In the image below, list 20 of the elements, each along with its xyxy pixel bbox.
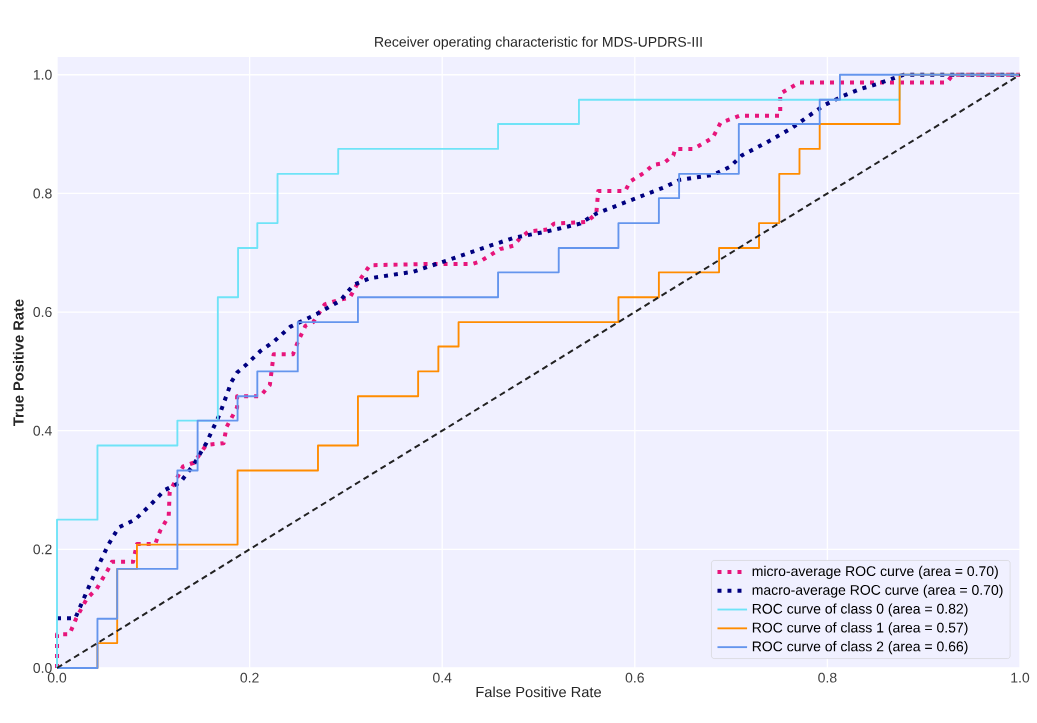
y-tick-label: 0.0 [33, 663, 52, 673]
y-tick-label: 0.8 [33, 188, 52, 199]
legend-label: ROC curve of class 0 (area = 0.82) [752, 603, 968, 617]
x-tick-label: 0.4 [433, 672, 452, 683]
x-tick-label: 0.2 [240, 672, 259, 683]
y-tick-label: 0.4 [33, 425, 52, 436]
x-axis-title: False Positive Rate [476, 686, 602, 698]
x-tick-label: 0.8 [818, 672, 837, 683]
legend-label: ROC curve of class 1 (area = 0.57) [752, 622, 968, 636]
x-tick-label: 0.0 [47, 672, 67, 683]
legend-label: micro-average ROC curve (area = 0.70) [752, 565, 998, 579]
chart-title: Receiver operating characteristic for MDS-UPDRS-III [375, 36, 702, 50]
y-tick-label: 0.2 [33, 544, 52, 555]
y-tick-label: 1.0 [33, 69, 52, 80]
y-axis-title: True Positive Rate [12, 299, 24, 426]
legend-label: ROC curve of class 2 (area = 0.66) [752, 641, 968, 655]
x-tick-label: 0.6 [625, 672, 644, 683]
y-tick-label: 0.6 [33, 307, 52, 318]
x-tick-label: 1.0 [1011, 672, 1030, 683]
legend-label: macro-average ROC curve (area = 0.70) [752, 584, 1003, 598]
